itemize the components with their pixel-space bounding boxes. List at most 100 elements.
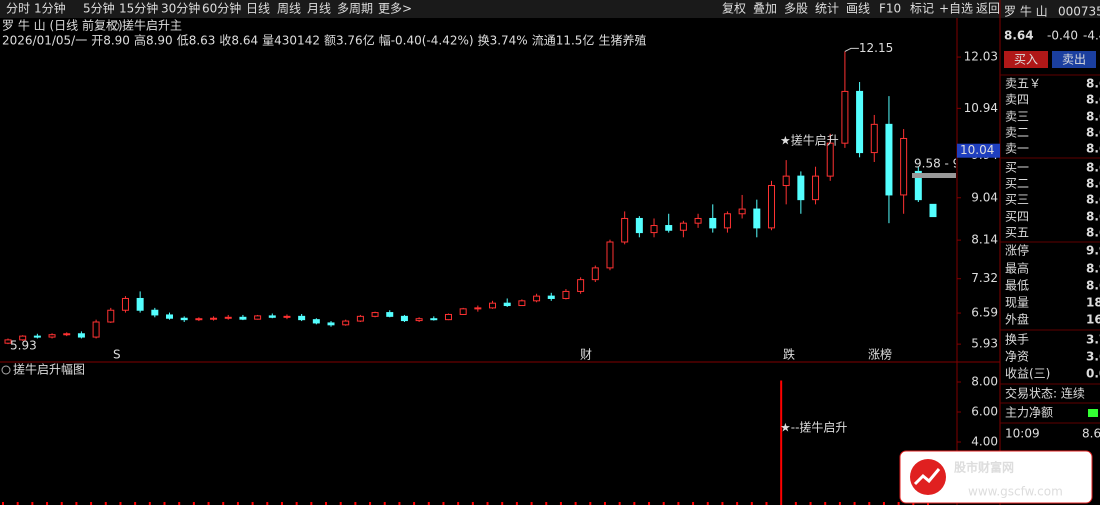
high-label: 12.15 xyxy=(859,41,893,55)
low-label: 5.93 xyxy=(10,339,37,353)
candle-body xyxy=(782,175,790,187)
quote-value: 0.00 xyxy=(1086,367,1100,381)
trade-button[interactable]: 买入 xyxy=(1014,53,1038,67)
info-item: 生猪养殖 xyxy=(598,33,646,48)
watermark-arrow xyxy=(913,468,941,486)
signal-bar xyxy=(824,502,827,505)
y-tick-label: 6.59 xyxy=(971,306,998,320)
candle-body xyxy=(826,142,834,177)
info-item: 收8.64 xyxy=(219,34,258,48)
signal-bar xyxy=(559,502,562,505)
toolbar-tab[interactable]: 5分钟 xyxy=(83,1,115,16)
signal-bar xyxy=(90,502,93,505)
candle-body xyxy=(386,312,394,317)
info-item: 幅-0.40(-4.42%) xyxy=(379,33,474,48)
toolbar-tab[interactable]: 15分钟 xyxy=(119,1,158,16)
signal-bar xyxy=(574,502,577,505)
candle-body xyxy=(283,315,291,318)
candle-body xyxy=(533,295,541,302)
y-tick-label: 10.94 xyxy=(964,101,998,115)
event-marker: 跌 xyxy=(783,347,795,362)
info-item: 额3.76亿 xyxy=(324,33,375,48)
quote-value: 8.6 xyxy=(1086,177,1100,191)
toolbar-button[interactable]: F10 xyxy=(879,2,901,16)
event-marker: S xyxy=(113,348,121,362)
toolbar-button[interactable]: 叠加 xyxy=(753,2,777,16)
signal-bar xyxy=(603,502,606,505)
signal-bar xyxy=(383,502,386,505)
signal-bar xyxy=(545,502,548,505)
signal-bar xyxy=(882,502,885,505)
candle-body xyxy=(694,217,702,224)
toolbar-button[interactable]: 画线 xyxy=(846,2,870,16)
toolbar-button[interactable]: 标记 xyxy=(910,2,934,16)
signal-bar xyxy=(633,502,636,505)
high-pointer xyxy=(844,47,859,52)
toolbar-tab[interactable]: 1分钟 xyxy=(34,1,66,16)
candle-body xyxy=(180,317,188,321)
signal-bar xyxy=(868,502,871,505)
toolbar-tab[interactable]: 日线 xyxy=(246,2,270,16)
toolbar-tab[interactable]: 60分钟 xyxy=(202,1,241,16)
info-item: 量430142 xyxy=(262,34,320,48)
signal-bar xyxy=(471,502,474,505)
toolbar-tab[interactable]: 分时 xyxy=(6,2,30,16)
pct-change: -4.42% xyxy=(1083,29,1100,43)
quote-value: 8.9 xyxy=(1086,262,1100,276)
signal-bar xyxy=(677,502,680,505)
toolbar-button[interactable]: 统计 xyxy=(815,2,839,16)
signal-bar xyxy=(295,502,298,505)
toolbar-tab[interactable]: 月线 xyxy=(307,2,331,16)
watermark-bg xyxy=(899,450,1093,504)
quote-label: 收益(三) xyxy=(1005,367,1050,381)
chart-title: 罗 牛 山 (日线 前复权) xyxy=(2,18,123,33)
signal-bar xyxy=(442,502,445,505)
toolbar-button[interactable]: +自选 xyxy=(939,2,973,16)
candle-body xyxy=(224,316,232,319)
candle-body xyxy=(797,175,805,201)
candle-body xyxy=(342,320,350,326)
signal-bar xyxy=(369,502,372,505)
y-tick-label: 6.00 xyxy=(971,405,998,419)
quote-value: 8.6 xyxy=(1086,77,1100,91)
signal-bar xyxy=(339,502,342,505)
quote-value: 8.6 xyxy=(1086,93,1100,107)
range-bar xyxy=(912,173,956,178)
stock-name: 罗 牛 山 xyxy=(1004,4,1048,19)
candle-body xyxy=(914,170,922,201)
signal-bar xyxy=(618,502,621,505)
signal-bar xyxy=(148,502,151,505)
toolbar-button[interactable]: 返回 xyxy=(976,2,1000,16)
sub-annotation: ★--搓牛启升 xyxy=(780,420,847,435)
price-marker-bg xyxy=(957,143,1000,158)
candle-body xyxy=(63,333,71,336)
range-label: 9.58 - 9.4 xyxy=(914,157,972,171)
candle-body xyxy=(547,295,555,299)
candle-body xyxy=(870,123,878,154)
trade-button-bg[interactable] xyxy=(1004,51,1048,68)
flow-bar xyxy=(1088,409,1098,417)
toolbar-tab[interactable]: 30分钟 xyxy=(161,1,200,16)
toolbar-tab[interactable]: 周线 xyxy=(277,2,301,16)
y-tick-label: 9.04 xyxy=(971,190,998,204)
info-item: 开8.90 xyxy=(91,34,130,48)
price-marker: 10.04 xyxy=(960,143,994,157)
candle-body xyxy=(327,322,335,326)
quote-time: 10:09 xyxy=(1005,427,1040,441)
candle-body xyxy=(444,313,452,321)
toolbar-tab[interactable]: 多周期 xyxy=(337,2,373,16)
trade-button-bg[interactable] xyxy=(1052,51,1096,68)
toolbar-button[interactable]: 多股 xyxy=(784,2,808,16)
price-change: -0.40 xyxy=(1047,29,1078,43)
candle-body xyxy=(841,90,849,144)
main-flow: 主力净额 xyxy=(1005,406,1053,420)
candle-body xyxy=(562,290,570,299)
toolbar-button[interactable]: 复权 xyxy=(722,2,746,16)
trade-button[interactable]: 卖出 xyxy=(1062,53,1086,67)
signal-bar xyxy=(104,502,107,505)
signal-bar xyxy=(2,502,4,505)
last-price: 8.64 xyxy=(1004,29,1034,43)
toolbar-tab[interactable]: 更多> xyxy=(378,2,412,16)
signal-bar xyxy=(60,502,63,505)
